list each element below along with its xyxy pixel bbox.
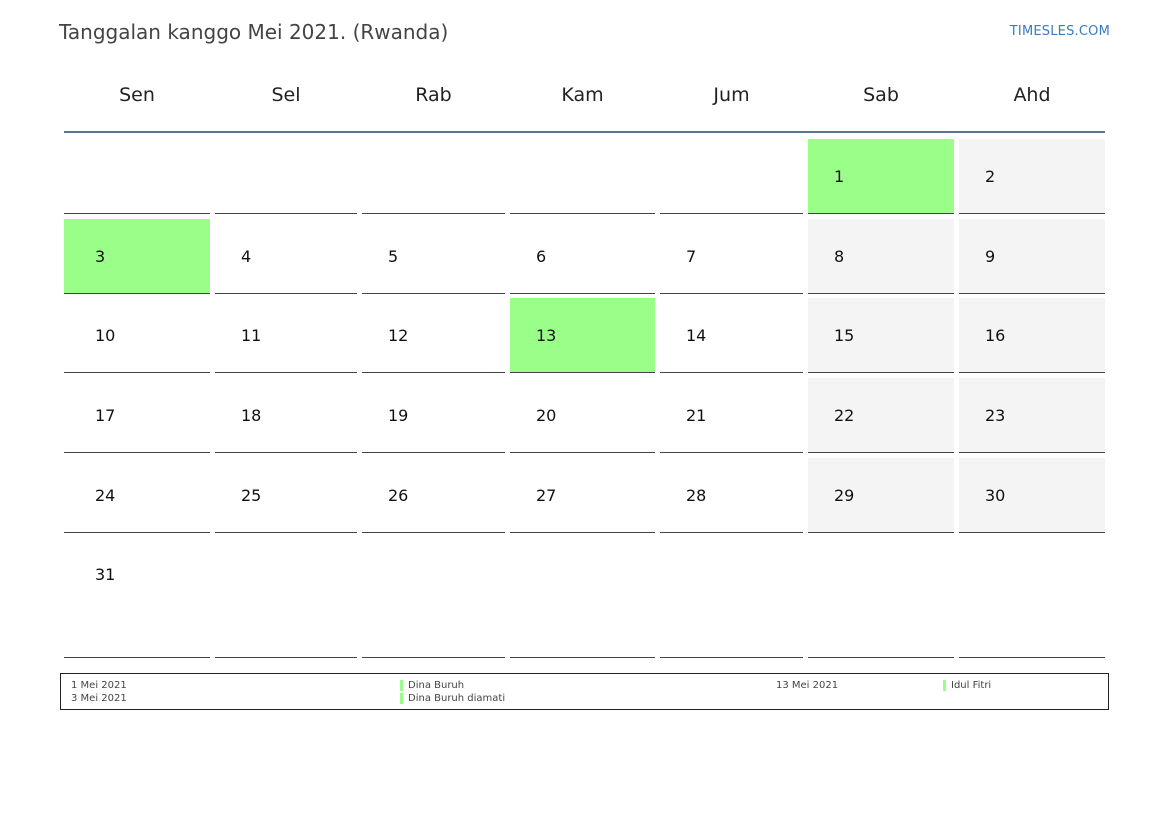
day-number: 19 [388,406,409,425]
day-cell[interactable]: 7 [660,219,803,294]
day-number: 24 [95,486,116,505]
day-cell[interactable]: 12 [362,298,505,373]
day-number: 31 [95,565,116,584]
day-cell[interactable]: 11 [215,298,357,373]
legend-date: 13 Mei 2021 [776,680,839,691]
day-cell[interactable]: 25 [215,458,357,533]
day-number: 15 [834,326,855,345]
empty-day-cell [362,139,505,214]
empty-day-cell [959,537,1105,658]
day-number: 18 [241,406,262,425]
day-cell[interactable]: 19 [362,378,505,453]
day-number: 20 [536,406,557,425]
day-number: 29 [834,486,855,505]
day-cell[interactable]: 23 [959,378,1105,453]
day-cell[interactable]: 10 [64,298,210,373]
day-cell[interactable]: 6 [510,219,655,294]
day-number: 27 [536,486,557,505]
day-cell[interactable]: 15 [808,298,954,373]
weekday-header: Kam [561,84,604,106]
day-number: 23 [985,406,1006,425]
legend-color-swatch [400,680,403,691]
day-number: 6 [536,247,547,266]
legend-color-swatch [943,680,946,691]
empty-day-cell [510,139,655,214]
day-number: 30 [985,486,1006,505]
weekday-header: Sen [119,84,155,106]
day-number: 2 [985,167,996,186]
day-cell[interactable]: 27 [510,458,655,533]
day-number: 7 [686,247,697,266]
legend-holiday-name: Dina Buruh [408,680,465,691]
weekday-header: Sel [271,84,301,106]
day-number: 17 [95,406,116,425]
empty-day-cell [215,537,357,658]
day-cell[interactable]: 31 [64,537,210,658]
day-number: 25 [241,486,262,505]
day-cell[interactable]: 26 [362,458,505,533]
legend-date: 3 Mei 2021 [71,693,127,704]
holiday-day-cell[interactable]: 13 [510,298,655,373]
day-cell[interactable]: 5 [362,219,505,294]
day-number: 21 [686,406,707,425]
day-cell[interactable]: 17 [64,378,210,453]
day-number: 12 [388,326,409,345]
day-number: 16 [985,326,1006,345]
day-number: 13 [536,326,557,345]
day-number: 22 [834,406,855,425]
day-number: 14 [686,326,707,345]
day-cell[interactable]: 30 [959,458,1105,533]
day-cell[interactable]: 18 [215,378,357,453]
day-number: 9 [985,247,996,266]
weekday-header: Ahd [1013,84,1051,106]
weekday-header: Sab [863,84,899,106]
day-number: 1 [834,167,845,186]
day-cell[interactable]: 16 [959,298,1105,373]
holiday-legend: 1 Mei 2021 Dina Buruh 3 Mei 2021 Dina Buruh… [60,673,1109,710]
day-cell[interactable]: 28 [660,458,803,533]
day-cell[interactable]: 4 [215,219,357,294]
day-cell[interactable]: 14 [660,298,803,373]
empty-day-cell [64,139,210,214]
legend-date: 1 Mei 2021 [71,680,127,691]
page-title: Tanggalan kanggo Mei 2021. (Rwanda) [59,20,449,44]
legend-color-swatch [400,693,403,704]
day-number: 4 [241,247,252,266]
day-number: 10 [95,326,116,345]
day-number: 3 [95,247,106,266]
day-number: 5 [388,247,399,266]
day-cell[interactable]: 20 [510,378,655,453]
day-cell[interactable]: 9 [959,219,1105,294]
day-number: 28 [686,486,707,505]
weekday-header: Rab [415,84,452,106]
holiday-day-cell[interactable]: 1 [808,139,954,214]
day-cell[interactable]: 21 [660,378,803,453]
empty-day-cell [362,537,505,658]
day-number: 11 [241,326,262,345]
day-cell[interactable]: 24 [64,458,210,533]
legend-holiday-name: Dina Buruh diamati [408,693,506,704]
day-number: 8 [834,247,845,266]
day-cell[interactable]: 2 [959,139,1105,214]
weekday-header-row: Sen Sel Rab Kam Jum Sab Ahd [64,84,1105,114]
empty-day-cell [660,139,803,214]
day-cell[interactable]: 8 [808,219,954,294]
holiday-day-cell[interactable]: 3 [64,219,210,294]
empty-day-cell [215,139,357,214]
empty-day-cell [660,537,803,658]
day-cell[interactable]: 29 [808,458,954,533]
legend-holiday-name: Idul Fitri [951,680,992,691]
day-number: 26 [388,486,409,505]
day-cell[interactable]: 22 [808,378,954,453]
weekday-header: Jum [713,84,750,106]
empty-day-cell [510,537,655,658]
brand-link[interactable]: TIMESLES.COM [1009,24,1110,39]
empty-day-cell [808,537,954,658]
header-divider [64,131,1105,133]
